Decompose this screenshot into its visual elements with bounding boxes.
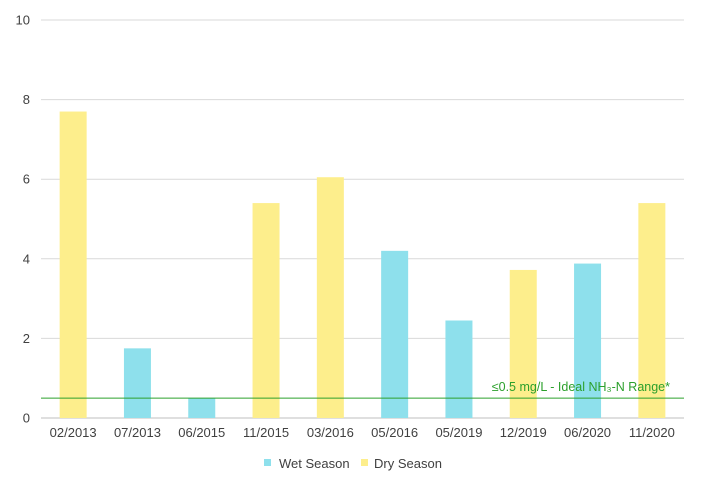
- y-tick-label: 6: [23, 172, 30, 187]
- x-axis: 02/2013 07/2013 06/2015 11/2015 03/2016 05/20…: [50, 425, 675, 440]
- x-tick-label: 12/2019: [500, 425, 547, 440]
- y-tick-label: 2: [23, 331, 30, 346]
- bar-02-2013: [59, 111, 87, 418]
- legend-swatch-wet: [264, 459, 271, 466]
- bar-07-2013: [123, 348, 151, 418]
- legend-label-wet: Wet Season: [279, 456, 350, 471]
- y-tick-label: 10: [16, 13, 30, 28]
- bar-05-2016: [381, 250, 409, 418]
- y-tick-label: 0: [23, 411, 30, 426]
- bar-06-2020: [574, 263, 602, 418]
- x-tick-label: 05/2016: [371, 425, 418, 440]
- reference-line: ≤0.5 mg/L - Ideal NH₃-N Range*: [41, 380, 684, 399]
- bar-11-2020: [638, 203, 666, 418]
- bar-05-2019: [445, 320, 473, 418]
- bar-12-2019: [509, 269, 537, 418]
- x-tick-label: 11/2020: [629, 425, 675, 440]
- x-tick-label: 11/2015: [243, 425, 289, 440]
- x-tick-label: 05/2019: [435, 425, 482, 440]
- legend-swatch-dry: [361, 459, 368, 466]
- x-tick-label: 07/2013: [114, 425, 161, 440]
- x-tick-label: 03/2016: [307, 425, 354, 440]
- x-tick-label: 06/2015: [178, 425, 225, 440]
- ideal-range-label: ≤0.5 mg/L - Ideal NH₃-N Range*: [492, 380, 670, 394]
- x-tick-label: 02/2013: [50, 425, 97, 440]
- legend-label-dry: Dry Season: [374, 456, 442, 471]
- bar-03-2016: [316, 177, 344, 418]
- legend: Wet Season Dry Season: [264, 456, 442, 471]
- y-tick-label: 4: [23, 251, 30, 266]
- bars: [59, 111, 666, 418]
- bar-06-2015: [188, 398, 216, 418]
- y-tick-label: 8: [23, 92, 30, 107]
- bar-11-2015: [252, 203, 280, 418]
- x-tick-label: 06/2020: [564, 425, 611, 440]
- y-axis: 0 2 4 6 8 10: [16, 13, 30, 426]
